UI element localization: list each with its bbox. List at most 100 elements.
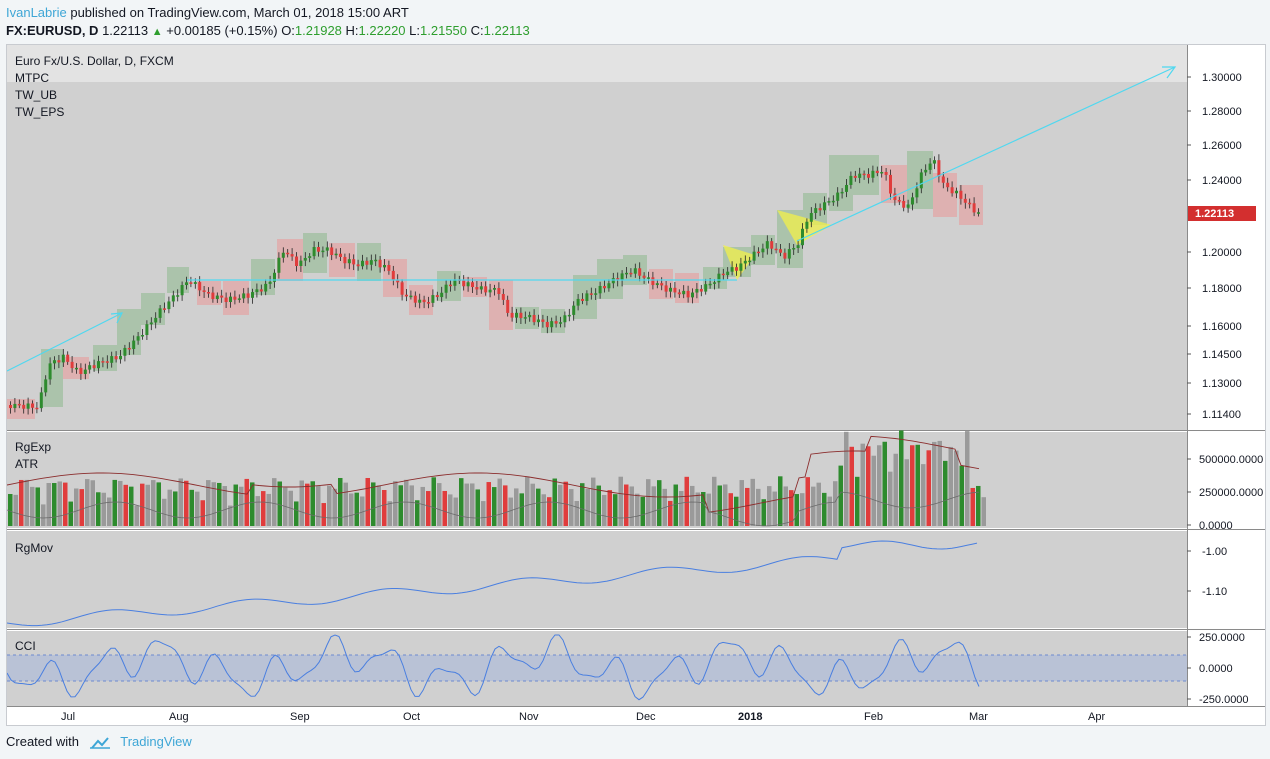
up-arrow-icon: ▲ bbox=[151, 26, 163, 38]
rgmov-axis[interactable]: -1.00 -1.10 bbox=[1187, 546, 1227, 598]
volume-bar bbox=[371, 482, 376, 526]
candle-body bbox=[545, 321, 549, 328]
candle-body bbox=[673, 287, 677, 293]
price-axis[interactable]: 1.30000 1.28000 1.26000 1.24000 1.20000 … bbox=[1187, 72, 1242, 421]
cci-line bbox=[7, 634, 980, 701]
open-label: O: bbox=[281, 23, 295, 38]
volume-bar bbox=[305, 483, 310, 526]
volume-bar bbox=[651, 486, 656, 526]
candles bbox=[9, 154, 980, 415]
candle-body bbox=[277, 257, 281, 273]
candle-body bbox=[88, 365, 92, 370]
candle-body bbox=[563, 315, 567, 323]
volume-tick: 250000.0000 bbox=[1199, 487, 1263, 499]
candle-body bbox=[506, 299, 510, 313]
candle-body bbox=[246, 293, 250, 298]
tradingview-link[interactable]: TradingView bbox=[120, 734, 192, 749]
candle-body bbox=[735, 267, 738, 271]
main-pane-title: Euro Fx/U.S. Dollar, D, FXCM bbox=[15, 54, 174, 68]
volume-bar bbox=[959, 465, 964, 526]
volume-bar bbox=[739, 480, 744, 526]
range-box bbox=[357, 243, 381, 281]
candle-body bbox=[884, 171, 888, 175]
volume-bar bbox=[112, 479, 117, 526]
volume-bar bbox=[431, 477, 436, 526]
candle-body bbox=[765, 241, 769, 249]
cci-axis[interactable]: 250.0000 0.0000 -250.0000 bbox=[1187, 632, 1249, 706]
volume-bar bbox=[222, 486, 227, 526]
volume-axis[interactable]: 500000.0000 250000.0000 0.0000 bbox=[1187, 454, 1263, 532]
candle-body bbox=[787, 249, 791, 259]
candle-body bbox=[185, 282, 188, 286]
volume-bar bbox=[580, 483, 585, 526]
volume-bar bbox=[376, 485, 381, 526]
trendline-1-arrow-icon bbox=[110, 312, 124, 324]
indicator-label-rgmov[interactable]: RgMov bbox=[15, 541, 53, 555]
candle-body bbox=[963, 198, 967, 203]
volume-bar bbox=[57, 481, 62, 526]
time-axis[interactable]: Jul Aug Sep Oct Nov Dec 2018 Feb Mar Apr bbox=[61, 711, 1105, 723]
volume-bar bbox=[525, 476, 530, 526]
candle-body bbox=[576, 298, 580, 306]
candle-body bbox=[941, 176, 945, 183]
candle-body bbox=[559, 322, 562, 324]
candle-body bbox=[770, 241, 774, 249]
candle-body bbox=[361, 260, 364, 267]
candle-body bbox=[889, 174, 892, 194]
candle-body bbox=[611, 278, 615, 284]
candle-body bbox=[145, 324, 149, 336]
candle-body bbox=[919, 172, 923, 189]
volume-bar bbox=[915, 444, 920, 526]
candle-body bbox=[123, 347, 127, 356]
indicator-label-tw-eps[interactable]: TW_EPS bbox=[15, 105, 64, 119]
price-tick: 1.16000 bbox=[1202, 321, 1242, 333]
volume-bar bbox=[52, 483, 57, 526]
tradingview-cloud-icon[interactable] bbox=[89, 736, 111, 749]
candle-body bbox=[220, 295, 224, 298]
candle-body bbox=[686, 290, 690, 298]
volume-bar bbox=[948, 446, 953, 526]
indicator-label-cci[interactable]: CCI bbox=[15, 639, 36, 653]
candle-body bbox=[607, 283, 611, 289]
candle-body bbox=[647, 277, 650, 279]
author-link[interactable]: IvanLabrie bbox=[6, 5, 67, 20]
indicator-label-atr[interactable]: ATR bbox=[15, 457, 38, 471]
candle-body bbox=[119, 355, 122, 360]
volume-bar bbox=[794, 494, 799, 526]
candle-body bbox=[396, 280, 400, 283]
indicator-label-rgexp[interactable]: RgExp bbox=[15, 440, 51, 454]
volume-bar bbox=[206, 480, 211, 526]
volume-bar bbox=[965, 430, 970, 526]
range-box bbox=[489, 280, 513, 330]
candle-body bbox=[224, 297, 228, 303]
candle-body bbox=[836, 192, 840, 201]
volume-bar bbox=[591, 477, 596, 526]
chart-svg[interactable]: Euro Fx/U.S. Dollar, D, FXCM MTPC TW_UB … bbox=[7, 45, 1265, 725]
candle-body bbox=[638, 268, 642, 276]
indicator-label-mtpc[interactable]: MTPC bbox=[15, 71, 49, 85]
chart-area[interactable]: Euro Fx/U.S. Dollar, D, FXCM MTPC TW_UB … bbox=[6, 44, 1266, 726]
candle-body bbox=[911, 197, 914, 205]
candle-body bbox=[431, 295, 435, 303]
indicator-label-tw-ub[interactable]: TW_UB bbox=[15, 88, 57, 102]
candle-body bbox=[730, 267, 734, 272]
candle-body bbox=[902, 200, 906, 208]
symbol-label: FX:EURUSD, D bbox=[6, 23, 99, 38]
volume-bar bbox=[189, 489, 194, 526]
candle-body bbox=[845, 184, 848, 192]
candle-body bbox=[682, 290, 686, 295]
candle-body bbox=[352, 259, 356, 265]
trendline-2[interactable] bbox=[796, 66, 1176, 242]
trendline-1[interactable] bbox=[7, 312, 123, 372]
candle-body bbox=[801, 228, 804, 246]
volume-bar bbox=[530, 483, 535, 526]
volume-bar bbox=[695, 492, 700, 526]
candle-body bbox=[532, 314, 536, 323]
candle-body bbox=[669, 287, 672, 292]
volume-bar bbox=[976, 485, 981, 526]
candle-body bbox=[97, 361, 100, 369]
range-box bbox=[959, 185, 983, 225]
volume-bar bbox=[464, 483, 469, 526]
price-tick: 1.13000 bbox=[1202, 378, 1242, 390]
volume-bar bbox=[893, 453, 898, 526]
